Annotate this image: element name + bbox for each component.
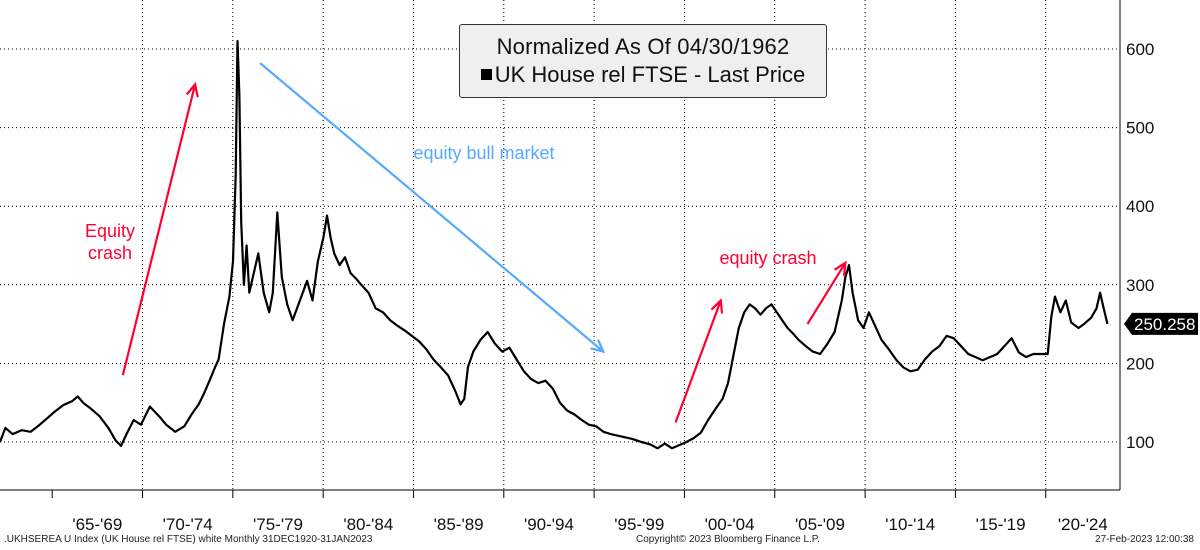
x-tick-label: '70-'74 bbox=[163, 515, 213, 534]
annotation-label: Equity bbox=[85, 221, 135, 241]
x-tick-label: '90-'94 bbox=[524, 515, 574, 534]
annotation-arrow bbox=[806, 262, 847, 325]
y-tick-label: 300 bbox=[1126, 276, 1154, 295]
annotation-arrow bbox=[674, 300, 722, 423]
x-tick-label: '15-'19 bbox=[976, 515, 1026, 534]
y-tick-label: 600 bbox=[1126, 40, 1154, 59]
x-tick-label: '65-'69 bbox=[72, 515, 122, 534]
annotation-arrowhead bbox=[590, 339, 606, 354]
last-value-label: 250.258 bbox=[1134, 315, 1195, 334]
x-tick-label: '85-'89 bbox=[434, 515, 484, 534]
annotation-label: crash bbox=[88, 243, 132, 263]
y-tick-label: 100 bbox=[1126, 433, 1154, 452]
legend: Normalized As Of 04/30/1962 UK House rel… bbox=[459, 24, 827, 98]
footer-source: .UKHSEREA U Index (UK House rel FTSE) wh… bbox=[4, 534, 373, 545]
footer-timestamp: 27-Feb-2023 12:00:38 bbox=[1095, 534, 1194, 545]
legend-title: Normalized As Of 04/30/1962 bbox=[496, 34, 790, 59]
last-value-badge bbox=[1124, 312, 1198, 335]
y-tick-label: 200 bbox=[1126, 354, 1154, 373]
footer-copyright: Copyright© 2023 Bloomberg Finance L.P. bbox=[636, 534, 820, 545]
annotation-arrowhead bbox=[185, 81, 199, 98]
x-tick-label: '20-'24 bbox=[1058, 515, 1108, 534]
annotation-label: equity bull market bbox=[413, 143, 554, 163]
x-tick-label: '00-'04 bbox=[705, 515, 755, 534]
annotation-arrowhead bbox=[710, 298, 724, 314]
annotation-arrow bbox=[121, 84, 197, 376]
x-tick-label: '05-'09 bbox=[795, 515, 845, 534]
legend-swatch bbox=[480, 68, 492, 80]
x-tick-label: '80-'84 bbox=[343, 515, 393, 534]
annotation-label: equity crash bbox=[719, 248, 816, 268]
y-tick-label: 500 bbox=[1126, 119, 1154, 138]
annotation-arrowhead bbox=[833, 260, 847, 276]
series-line bbox=[0, 40, 1109, 450]
legend-series-label: UK House rel FTSE - Last Price bbox=[494, 62, 806, 87]
x-tick-label: '95-'99 bbox=[614, 515, 664, 534]
y-tick-label: 400 bbox=[1126, 197, 1154, 216]
x-tick-label: '75-'79 bbox=[253, 515, 303, 534]
annotation-arrow bbox=[259, 62, 605, 353]
x-tick-label: '10-'14 bbox=[885, 515, 935, 534]
legend-entry: UK House rel FTSE - Last Price bbox=[460, 62, 826, 88]
